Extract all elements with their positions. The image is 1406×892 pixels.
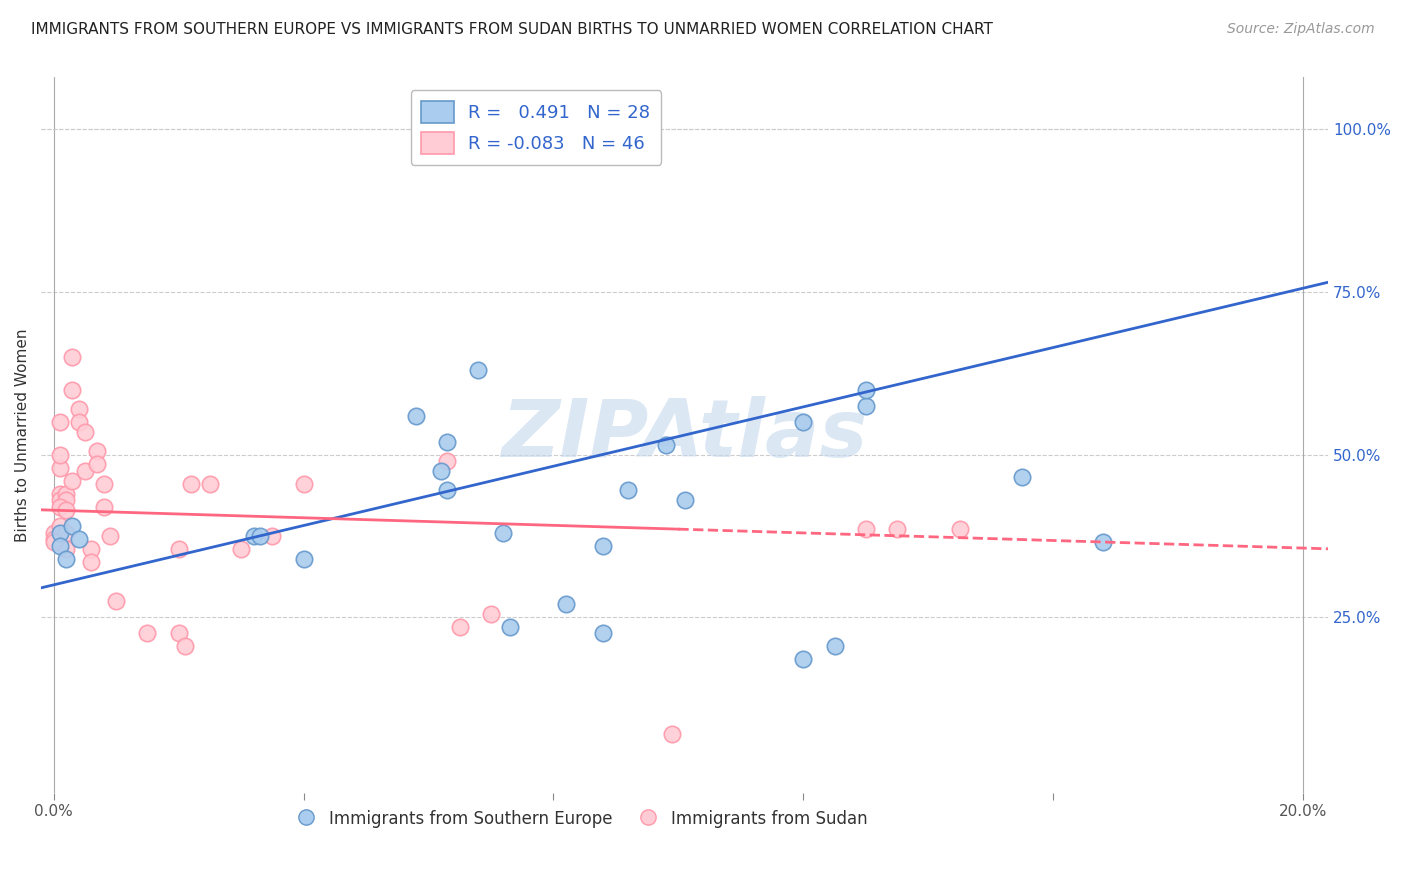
Point [242, 529, 264, 543]
Point [55, 525, 77, 540]
Point [479, 607, 502, 621]
Point [42, 532, 65, 546]
Point [661, 727, 683, 741]
Point [229, 541, 252, 556]
Point [167, 541, 190, 556]
Point [55, 503, 77, 517]
Point [173, 640, 195, 654]
Point [49, 493, 72, 508]
Point [73, 464, 96, 478]
Point [67, 415, 90, 429]
Point [60, 383, 83, 397]
Point [80, 541, 103, 556]
Point [436, 434, 458, 449]
Point [167, 626, 190, 640]
Point [55, 493, 77, 508]
Point [55, 486, 77, 500]
Point [60, 350, 83, 364]
Point [42, 525, 65, 540]
Text: ZIPAtlas: ZIPAtlas [502, 396, 868, 474]
Point [1092, 535, 1115, 549]
Point [93, 476, 115, 491]
Point [855, 522, 877, 536]
Point [86, 444, 108, 458]
Point [467, 363, 489, 377]
Point [49, 460, 72, 475]
Point [673, 493, 696, 508]
Point [67, 532, 90, 546]
Point [617, 483, 640, 498]
Point [67, 402, 90, 417]
Point [49, 525, 72, 540]
Text: IMMIGRANTS FROM SOUTHERN EUROPE VS IMMIGRANTS FROM SUDAN BIRTHS TO UNMARRIED WOM: IMMIGRANTS FROM SOUTHERN EUROPE VS IMMIG… [31, 22, 993, 37]
Point [60, 474, 83, 488]
Point [55, 541, 77, 556]
Point [449, 620, 471, 634]
Text: Source: ZipAtlas.com: Source: ZipAtlas.com [1227, 22, 1375, 37]
Point [198, 476, 221, 491]
Point [1011, 470, 1033, 484]
Point [49, 539, 72, 553]
Point [49, 486, 72, 500]
Point [499, 620, 522, 634]
Point [49, 448, 72, 462]
Point [55, 551, 77, 566]
Point [555, 597, 578, 611]
Point [98, 529, 121, 543]
Point [249, 529, 271, 543]
Point [49, 519, 72, 533]
Point [855, 383, 877, 397]
Point [436, 454, 458, 468]
Point [436, 483, 458, 498]
Point [592, 539, 614, 553]
Point [60, 519, 83, 533]
Point [73, 425, 96, 439]
Point [792, 415, 814, 429]
Point [405, 409, 427, 423]
Point [948, 522, 970, 536]
Point [292, 476, 315, 491]
Point [292, 551, 315, 566]
Point [180, 476, 202, 491]
Point [105, 594, 128, 608]
Point [792, 652, 814, 666]
Point [49, 500, 72, 514]
Point [42, 535, 65, 549]
Point [886, 522, 908, 536]
Point [93, 500, 115, 514]
Point [592, 626, 614, 640]
Y-axis label: Births to Unmarried Women: Births to Unmarried Women [15, 328, 30, 541]
Point [824, 640, 846, 654]
Point [655, 438, 678, 452]
Point [855, 399, 877, 413]
Point [80, 555, 103, 569]
Legend: Immigrants from Southern Europe, Immigrants from Sudan: Immigrants from Southern Europe, Immigra… [290, 803, 875, 834]
Point [136, 626, 159, 640]
Point [492, 525, 515, 540]
Point [430, 464, 453, 478]
Point [262, 529, 284, 543]
Point [86, 458, 108, 472]
Point [49, 415, 72, 429]
